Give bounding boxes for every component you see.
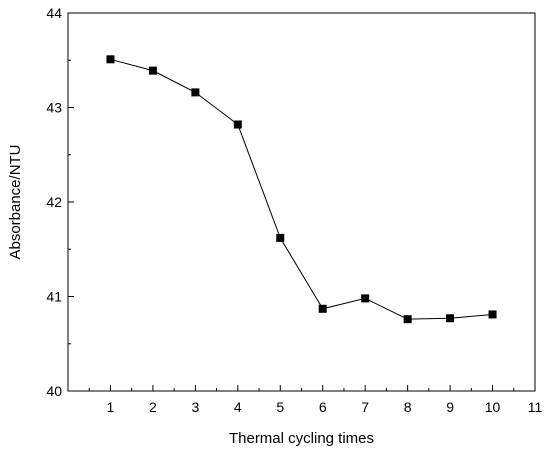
x-tick-label: 11 (528, 399, 543, 415)
data-point (488, 310, 497, 319)
x-tick-label: 6 (319, 399, 327, 415)
x-tick-label: 9 (446, 399, 454, 415)
data-point (403, 315, 412, 324)
x-tick-label: 8 (404, 399, 412, 415)
data-point (276, 233, 285, 242)
data-point (361, 294, 370, 303)
data-point (106, 55, 115, 64)
y-tick-label: 43 (46, 100, 62, 116)
data-point (233, 120, 242, 129)
y-tick-label: 44 (46, 5, 62, 21)
data-points (106, 55, 497, 324)
plot-frame (67, 12, 536, 392)
y-tick-label: 42 (46, 194, 62, 210)
x-tick-label: 5 (276, 399, 284, 415)
x-tick-label: 2 (149, 399, 157, 415)
data-point (148, 66, 157, 75)
tick-marks (68, 12, 536, 392)
series-line (110, 58, 493, 320)
x-tick-label: 7 (361, 399, 369, 415)
x-axis-title: Thermal cycling times (229, 430, 374, 447)
y-axis-title: Absorbance/NTU (7, 144, 24, 259)
data-point (318, 304, 327, 313)
y-tick-label: 41 (46, 289, 62, 305)
x-tick-label: 3 (191, 399, 199, 415)
data-point (191, 88, 200, 97)
x-tick-label: 4 (234, 399, 242, 415)
y-tick-label: 40 (46, 383, 62, 399)
x-tick-label: 10 (485, 399, 501, 415)
tick-labels: 1 2 3 4 5 6 7 8 9 10 11 40 41 42 43 44 (46, 5, 542, 415)
x-tick-label: 1 (107, 399, 115, 415)
data-point (446, 314, 455, 323)
